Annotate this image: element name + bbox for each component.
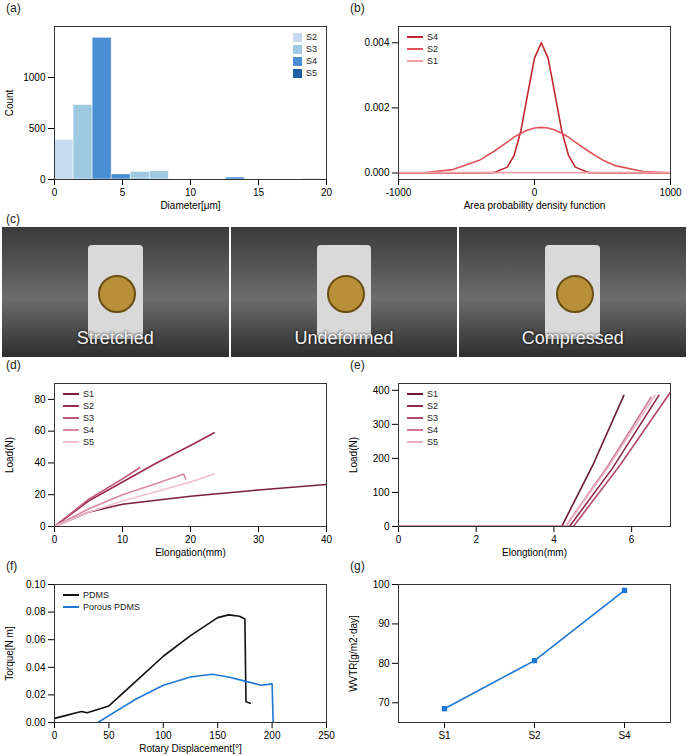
svg-text:Load(N): Load(N) [4,437,15,473]
html-text:(a): (a) [6,1,21,15]
html-text:S1: S1 [427,56,438,66]
html-text:Compressed: Compressed [521,328,624,348]
svg-text:Area probability density funct: Area probability density function [464,200,606,211]
svg-text:250: 250 [318,730,335,741]
html-text:S2: S2 [83,401,94,411]
svg-text:50: 50 [103,730,115,741]
svg-text:40: 40 [321,534,333,545]
html-text:S4: S4 [427,425,438,435]
svg-text:200: 200 [373,453,390,464]
svg-text:0.08: 0.08 [26,606,46,617]
svg-text:Diameter[μm]: Diameter[μm] [160,200,220,211]
svg-text:100: 100 [155,730,172,741]
svg-text:S4: S4 [618,730,631,741]
html-text:S4: S4 [427,32,438,42]
html-text:S3: S3 [306,44,317,54]
svg-text:Count: Count [4,89,15,116]
html-text:(g): (g) [350,559,365,573]
svg-text:60: 60 [34,425,46,436]
svg-text:500: 500 [29,123,46,134]
svg-text:0: 0 [40,174,46,185]
html-text:(f): (f) [6,559,18,573]
html-text:S3: S3 [83,413,94,423]
svg-text:150: 150 [209,730,226,741]
html-text:S2: S2 [306,32,317,42]
svg-text:-1000: -1000 [386,187,412,198]
svg-text:0: 0 [52,730,58,741]
svg-text:0.00: 0.00 [26,717,46,728]
html-text:S1: S1 [83,389,94,399]
svg-text:0.06: 0.06 [26,634,46,645]
svg-text:0: 0 [532,187,538,198]
svg-text:Load(N): Load(N) [348,437,359,473]
html-text:S5: S5 [427,437,438,447]
svg-text:Rotary Displacement[°]: Rotary Displacement[°] [139,743,242,754]
svg-text:10: 10 [117,534,129,545]
svg-text:Elongtion(mm): Elongtion(mm) [502,547,567,558]
svg-text:0.004: 0.004 [364,37,389,48]
svg-text:200: 200 [264,730,281,741]
svg-text:6: 6 [629,534,635,545]
svg-text:0: 0 [40,521,46,532]
html-text:S2: S2 [427,44,438,54]
svg-text:90: 90 [378,618,390,629]
svg-text:300: 300 [373,419,390,430]
svg-text:S1: S1 [438,730,451,741]
html-text:(e): (e) [350,358,365,372]
html-text:S4: S4 [306,56,317,66]
svg-text:100: 100 [373,579,390,590]
svg-text:0.000: 0.000 [364,167,389,178]
svg-text:0: 0 [384,521,390,532]
svg-text:0: 0 [52,534,58,545]
html-text:S1: S1 [427,389,438,399]
svg-text:S2: S2 [528,730,541,741]
svg-text:1000: 1000 [659,187,682,198]
html-text:(d): (d) [6,358,21,372]
svg-text:0.04: 0.04 [26,662,46,673]
svg-text:Elongation(mm): Elongation(mm) [155,547,226,558]
html-text:S5: S5 [306,68,317,78]
svg-text:0.02: 0.02 [26,689,46,700]
html-text:Undeformed: Undeformed [294,328,394,348]
svg-text:20: 20 [321,187,333,198]
svg-text:80: 80 [34,394,46,405]
svg-text:20: 20 [185,534,197,545]
html-text:(c): (c) [6,212,20,226]
svg-text:WVTR[g/m2·day]: WVTR[g/m2·day] [348,615,359,692]
svg-text:0.10: 0.10 [26,579,46,590]
html-text:S2: S2 [427,401,438,411]
svg-text:100: 100 [373,487,390,498]
html-text:Stretched: Stretched [76,328,154,348]
svg-text:400: 400 [373,385,390,396]
html-text:(b): (b) [350,1,365,15]
svg-text:70: 70 [378,697,390,708]
svg-text:80: 80 [378,658,390,669]
svg-text:0: 0 [52,187,58,198]
html-text:S3: S3 [427,413,438,423]
svg-text:4: 4 [551,534,557,545]
svg-text:30: 30 [253,534,265,545]
html-text:S5: S5 [83,437,94,447]
html-text:PDMS: PDMS [83,590,109,600]
html-text:Porous PDMS: Porous PDMS [83,602,140,612]
svg-text:10: 10 [185,187,197,198]
svg-text:1000: 1000 [23,72,46,83]
svg-text:20: 20 [34,489,46,500]
svg-text:Torque[N m]: Torque[N m] [4,626,15,681]
svg-text:40: 40 [34,457,46,468]
html-text:S4: S4 [83,425,94,435]
svg-text:5: 5 [120,187,126,198]
svg-text:0: 0 [396,534,402,545]
svg-text:15: 15 [253,187,265,198]
svg-text:2: 2 [473,534,479,545]
svg-text:0.002: 0.002 [364,102,389,113]
